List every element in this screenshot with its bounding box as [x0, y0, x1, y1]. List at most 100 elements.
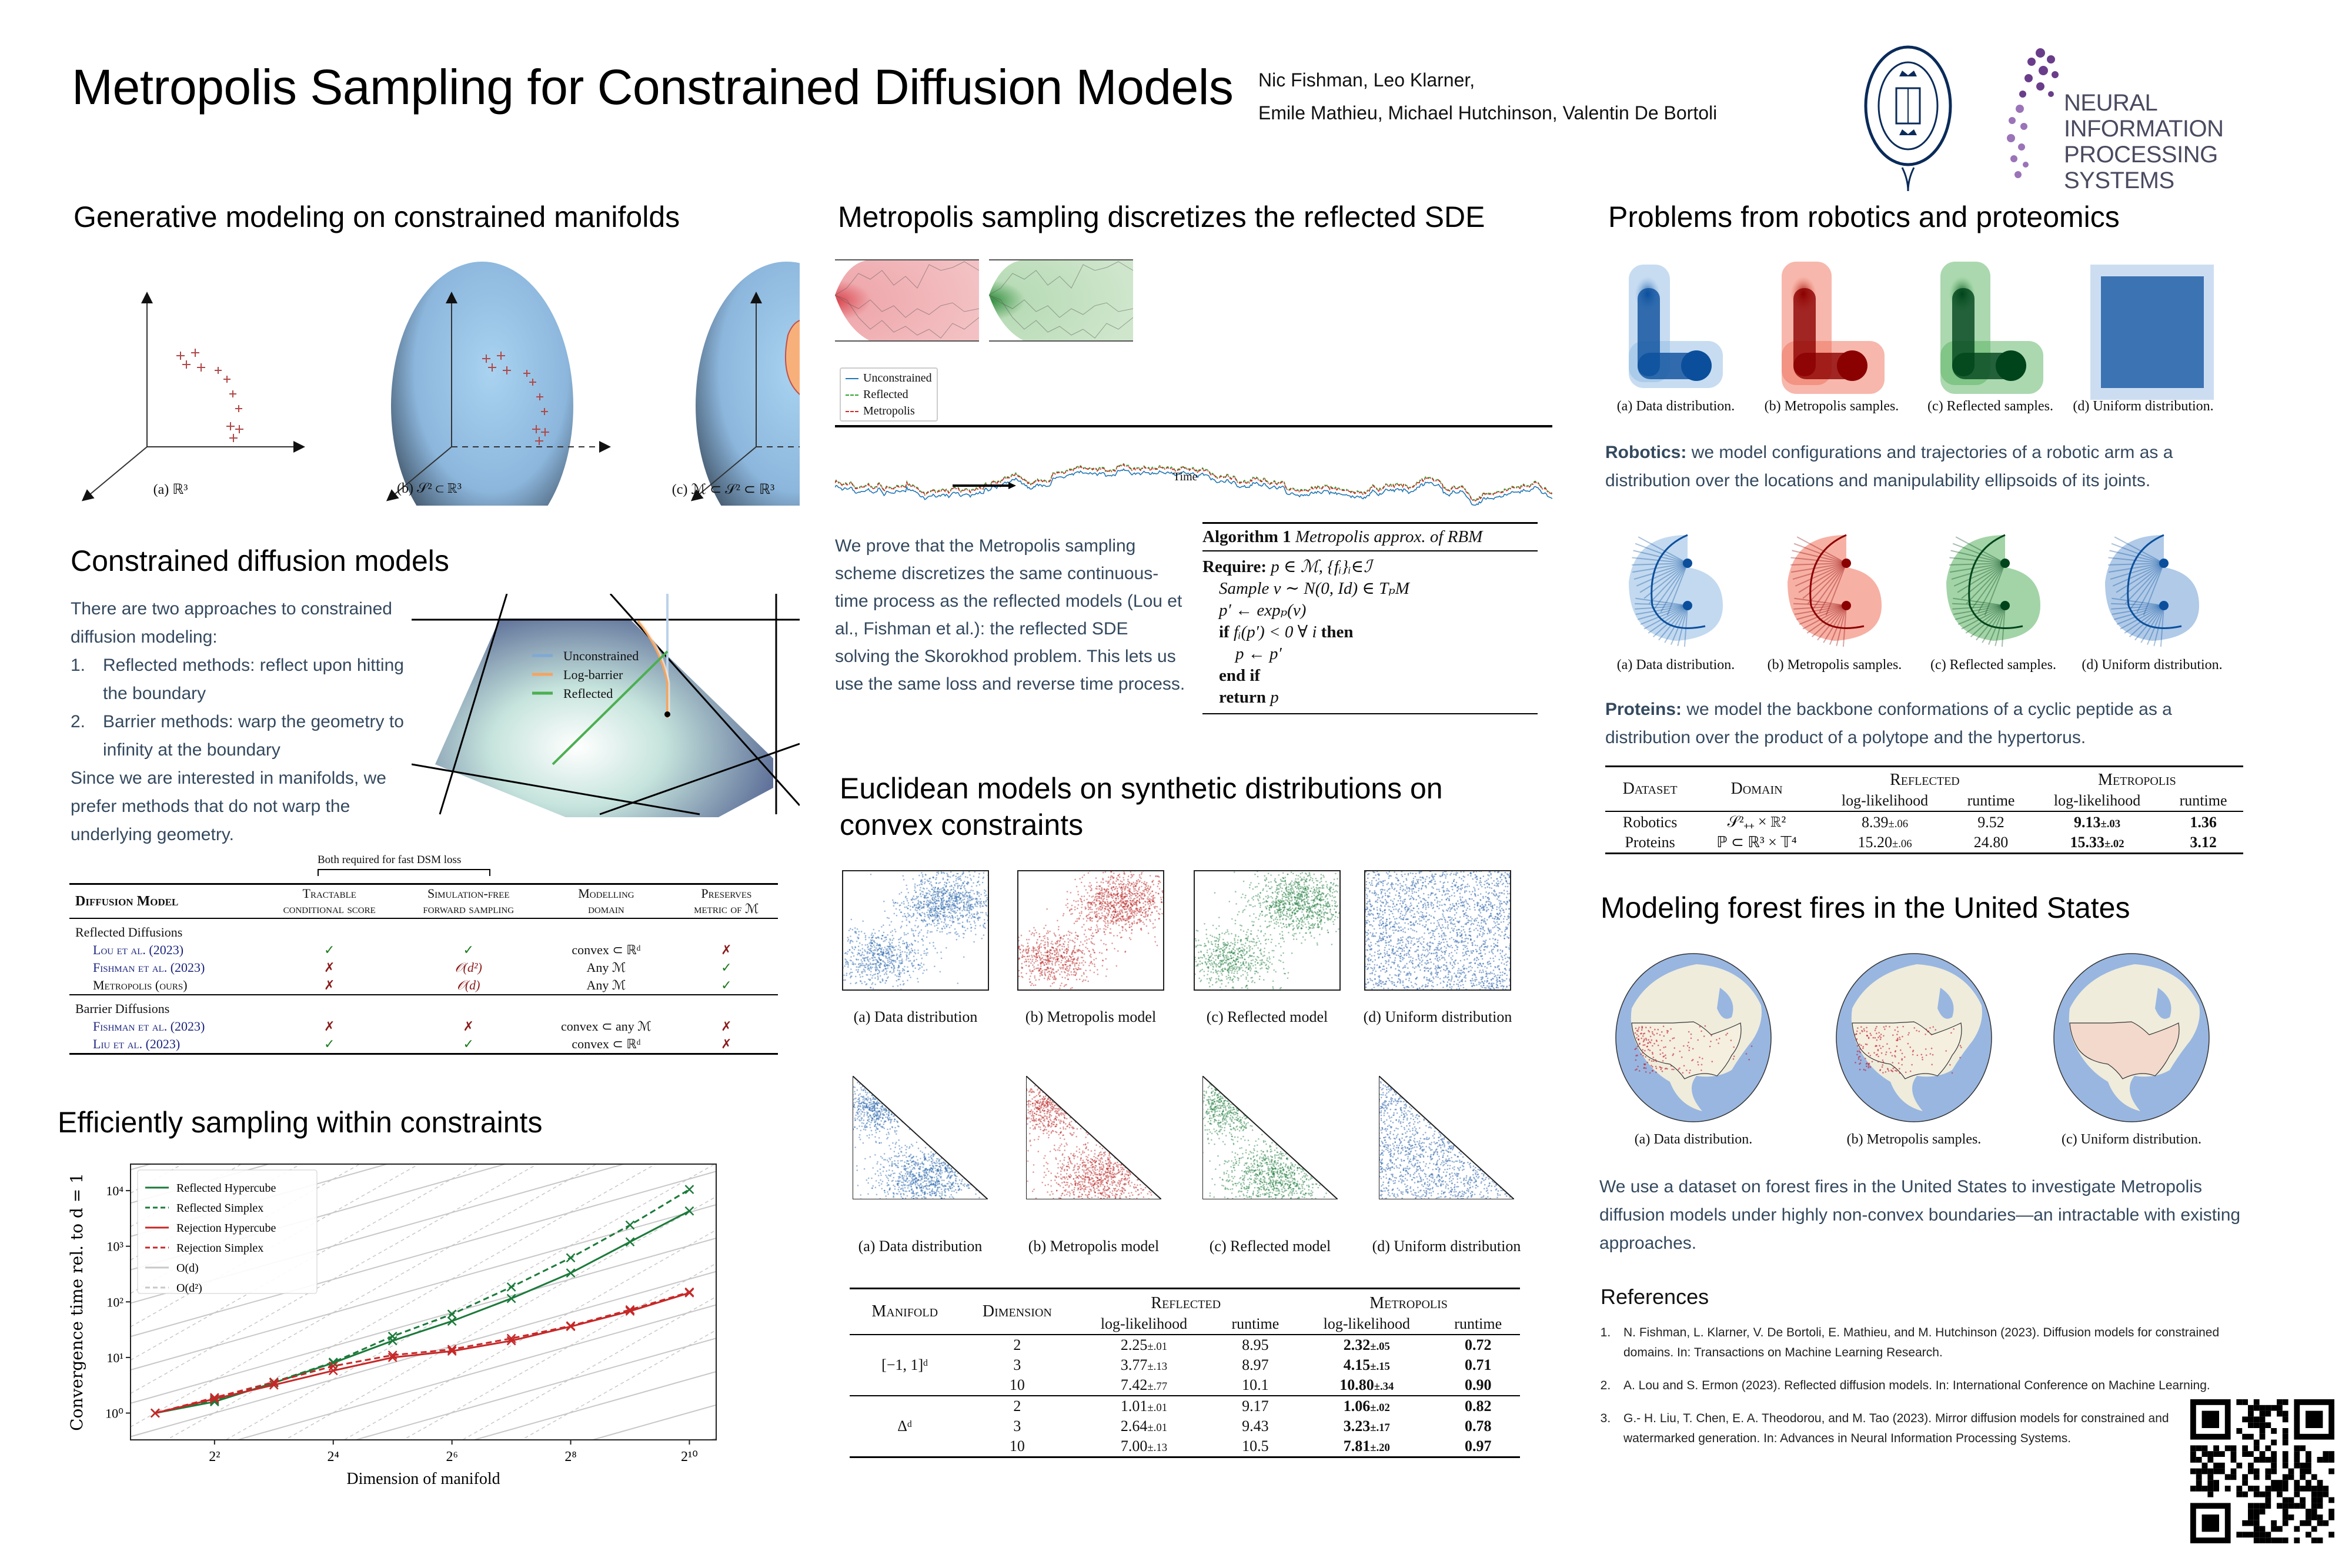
algorithm-line: end if: [1219, 666, 1261, 685]
fire-point: [1904, 1056, 1906, 1058]
col-ref-ll: log-likelihood: [1100, 1315, 1188, 1332]
model-name[interactable]: Fishman et al. (2023): [93, 960, 205, 975]
manifold-figure: [81, 262, 800, 506]
author-list: Nic Fishman, Leo Klarner, Emile Mathieu,…: [1258, 63, 1717, 129]
col-domain: Domain: [1730, 780, 1783, 798]
scatter-panel: [842, 870, 989, 991]
x-tick-label: 2⁴: [328, 1449, 339, 1465]
uniform-density: [2101, 276, 2204, 388]
fire-point: [1662, 1060, 1664, 1062]
fire-point: [1860, 1026, 1862, 1028]
y-tick-label: 10²: [106, 1295, 123, 1309]
fire-point: [1673, 1068, 1675, 1071]
protein-panel: [2105, 534, 2199, 647]
convergence-chart: 2² 2⁴ 2⁶ 2⁸ 2¹⁰ 10⁰ 10¹ 10² 10³ 10⁴ Dimension of m…: [67, 1164, 717, 1487]
dataset-cell: Proteins: [1625, 834, 1675, 851]
fire-point: [1870, 1034, 1872, 1036]
fire-point: [1859, 1044, 1860, 1045]
fire-point: [1645, 1071, 1647, 1073]
reflected-runtime-cell: 8.95: [1242, 1336, 1269, 1353]
data-point-marker: [684, 1287, 694, 1297]
algorithm-body: Require: p ∈ ℳ, {fᵢ}ᵢ∈ℐ Sample v ∼ N(0, I…: [1202, 551, 1538, 714]
fire-point: [1638, 1070, 1641, 1072]
data-point-marker: [328, 1358, 338, 1367]
fire-point: [1642, 1041, 1645, 1042]
data-point-marker: [566, 1253, 576, 1263]
fire-point: [1733, 1046, 1735, 1048]
fire-point: [1859, 1051, 1861, 1054]
metropolis-ll-cell: 15.33±.02: [2070, 834, 2124, 851]
start-point: [664, 711, 670, 717]
bracket-label: Both required for fast DSM loss: [318, 854, 462, 866]
neurips-line-1: NEURAL INFORMATION: [2064, 90, 2224, 142]
fire-point: [1891, 1055, 1893, 1057]
fire-point: [1643, 1032, 1646, 1034]
domain-cell: ℙ ⊂ ℝ³ × 𝕋⁴: [1716, 834, 1797, 851]
fire-point: [1896, 1034, 1898, 1035]
fire-point: [1732, 1058, 1735, 1060]
constrained-text: There are two approaches to constrained …: [71, 595, 417, 849]
reference-line-linear: [131, 1237, 716, 1404]
model-name[interactable]: Lou et al. (2023): [93, 942, 184, 957]
col-dataset: Dataset: [1622, 780, 1678, 798]
fire-point: [1892, 1034, 1894, 1036]
fire-point: [1692, 1059, 1694, 1061]
fire-point: [1636, 1037, 1638, 1039]
fire-point: [1672, 1054, 1674, 1057]
fire-point: [1856, 1054, 1858, 1056]
problems-table-body: Robotics 𝒮²₊₊ × ℝ² 8.39±.06 9.52 9.13±.03 1.3…: [1605, 811, 2243, 854]
qr-code-icon[interactable]: [2190, 1399, 2334, 1543]
reflected-runtime-cell: 10.5: [1242, 1437, 1269, 1455]
comparison-table-body: Reflected Diffusions Lou et al. (2023) ✓ ✓ c…: [69, 918, 778, 1054]
fire-point: [1702, 1058, 1703, 1059]
fire-point: [1902, 1035, 1903, 1038]
fire-point: [1678, 1068, 1679, 1071]
model-name[interactable]: Fishman et al. (2023): [93, 1019, 205, 1034]
hudson-bay: [1717, 988, 1733, 1019]
fire-point: [1652, 1045, 1653, 1047]
hypercube-boundary: [1364, 870, 1511, 991]
table-row: Δᵈ 2 1.01±.01 9.17 1.06±.02 0.82: [850, 1396, 1520, 1435]
fire-point: [1909, 1046, 1912, 1048]
fire-point: [1645, 1067, 1647, 1069]
fire-point: [1896, 1039, 1897, 1041]
fire-point: [1907, 1042, 1909, 1045]
y-tick-label: 10³: [106, 1239, 123, 1254]
model-name[interactable]: Liu et al. (2023): [93, 1037, 181, 1051]
reference-line-linear: [235, 1304, 716, 1440]
model-name: Metropolis (ours): [93, 978, 188, 992]
fire-point: [1857, 1058, 1860, 1060]
fire-point: [1730, 1039, 1732, 1041]
fire-point: [1932, 1026, 1935, 1028]
sde-legend: Unconstrained Reflected Metropolis: [840, 367, 938, 422]
submanifold-figure: [690, 262, 800, 506]
fire-point: [1641, 1037, 1642, 1039]
fire-point: [1649, 1027, 1652, 1028]
fire-point: [1651, 1060, 1653, 1062]
fire-point: [1643, 1066, 1645, 1069]
reflected-trace: [835, 463, 1552, 501]
fire-point: [1865, 1043, 1867, 1045]
fire-point: [1635, 1027, 1637, 1029]
table-row: Fishman et al. (2023) ✗ 𝒪(d²) Any ℳ ✓: [69, 959, 778, 977]
metropolis-runtime-cell: 3.12: [2190, 834, 2217, 851]
col-met-ll: log-likelihood: [1323, 1315, 1410, 1332]
polytope-legend-labels: Unconstrained Log-barrier Reflected: [563, 647, 639, 703]
group-header-row: Barrier Diffusions: [69, 995, 778, 1018]
data-points-r3: [176, 349, 243, 442]
fire-point: [1665, 1057, 1667, 1059]
scatter-panel: [1194, 870, 1341, 991]
table-row: Liu et al. (2023) ✓ ✓ convex ⊂ ℝᵈ ✗: [69, 1035, 778, 1054]
fire-point: [1877, 1061, 1879, 1063]
group-name: Reflected Diffusions: [75, 925, 183, 940]
constrained-intro: There are two approaches to constrained …: [71, 599, 392, 647]
fire-point: [1636, 1045, 1639, 1048]
fire-point: [1935, 1029, 1936, 1031]
metropolis-ll-cell: 1.06±.02: [1343, 1398, 1390, 1415]
fire-point: [1635, 1047, 1637, 1049]
fire-point: [1876, 1045, 1877, 1047]
fire-point: [1635, 1059, 1637, 1061]
fire-point: [1655, 1065, 1657, 1068]
fire-point: [1697, 1061, 1699, 1063]
metropolis-ll-cell: 10.80±.34: [1339, 1376, 1394, 1393]
